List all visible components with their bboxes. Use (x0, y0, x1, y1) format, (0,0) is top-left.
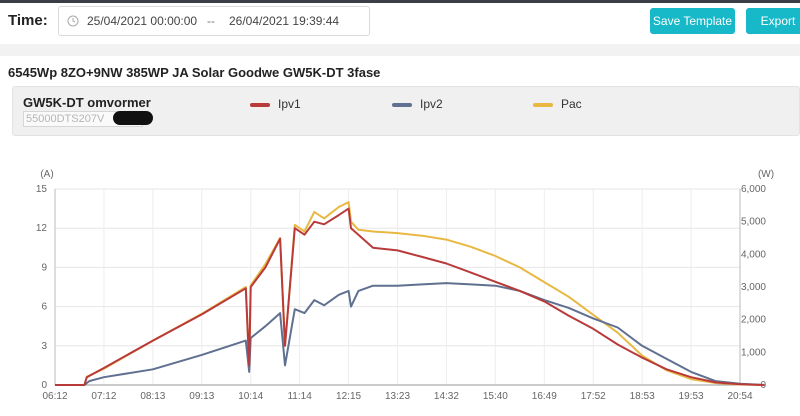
x-tick-label: 09:13 (189, 391, 214, 402)
legend-ipv1-label: Ipv1 (278, 97, 301, 111)
y-left-tick-label: 15 (36, 184, 48, 195)
legend-ipv1[interactable]: Ipv1 (250, 97, 301, 111)
y-left-unit: (A) (40, 169, 53, 180)
x-tick-label: 18:53 (630, 391, 655, 402)
y-right-tick-label: 4,000 (741, 249, 766, 260)
series-line-pac (55, 201, 765, 386)
x-tick-label: 14:32 (434, 391, 459, 402)
y-right-unit: (W) (758, 169, 774, 180)
save-template-button[interactable]: Save Template (650, 8, 735, 34)
top-border (0, 0, 800, 3)
y-right-tick-label: 1,000 (741, 347, 766, 358)
time-label: Time: (8, 12, 48, 29)
legend-pac-label: Pac (561, 97, 582, 111)
legend-ipv1-swatch (250, 102, 270, 107)
series-line-ipv2 (55, 282, 765, 386)
toolbar-divider (0, 44, 800, 56)
device-name: GW5K-DT omvormer (23, 95, 151, 110)
x-tick-label: 10:14 (238, 391, 263, 402)
y-left-tick-label: 12 (36, 223, 48, 234)
x-tick-label: 20:54 (727, 391, 752, 402)
legend-ipv2-swatch (392, 102, 412, 107)
date-start[interactable]: 25/04/2021 00:00:00 (87, 14, 198, 28)
y-right-tick-label: 2,000 (741, 315, 766, 326)
series-line-ipv1 (55, 207, 765, 386)
date-separator: -- (207, 14, 215, 28)
y-left-tick-label: 9 (41, 262, 47, 273)
x-tick-label: 08:13 (140, 391, 165, 402)
x-tick-label: 15:40 (483, 391, 508, 402)
calendar-icon (67, 15, 79, 27)
x-tick-label: 06:12 (42, 391, 67, 402)
x-tick-label: 16:49 (532, 391, 557, 402)
x-tick-label: 11:14 (287, 391, 312, 402)
y-right-tick-label: 3,000 (741, 282, 766, 293)
device-panel: GW5K-DT omvormer 55000DTS207V (12, 86, 800, 136)
redaction-mark (113, 111, 153, 125)
x-tick-label: 12:15 (336, 391, 361, 402)
export-button[interactable]: Export (746, 8, 800, 34)
x-tick-label: 07:12 (91, 391, 116, 402)
date-end[interactable]: 26/04/2021 19:39:44 (229, 14, 340, 28)
x-tick-label: 19:53 (679, 391, 704, 402)
y-right-tick-label: 5,000 (741, 217, 766, 228)
y-right-tick-label: 6,000 (741, 184, 766, 195)
plant-title: 6545Wp 8ZO+9NW 385WP JA Solar Goodwe GW5… (8, 65, 381, 80)
line-chart: 0369121501,0002,0003,0004,0005,0006,0000… (36, 169, 774, 402)
legend-pac[interactable]: Pac (533, 97, 582, 111)
date-range-picker[interactable]: 25/04/2021 00:00:00 -- 26/04/2021 19:39:… (58, 6, 370, 36)
legend-ipv2[interactable]: Ipv2 (392, 97, 443, 111)
y-left-tick-label: 3 (41, 341, 47, 352)
x-tick-label: 17:52 (581, 391, 606, 402)
y-left-tick-label: 6 (41, 302, 47, 313)
y-left-tick-label: 0 (41, 380, 47, 391)
legend-pac-swatch (533, 102, 553, 107)
x-tick-label: 13:23 (385, 391, 410, 402)
legend-ipv2-label: Ipv2 (420, 97, 443, 111)
